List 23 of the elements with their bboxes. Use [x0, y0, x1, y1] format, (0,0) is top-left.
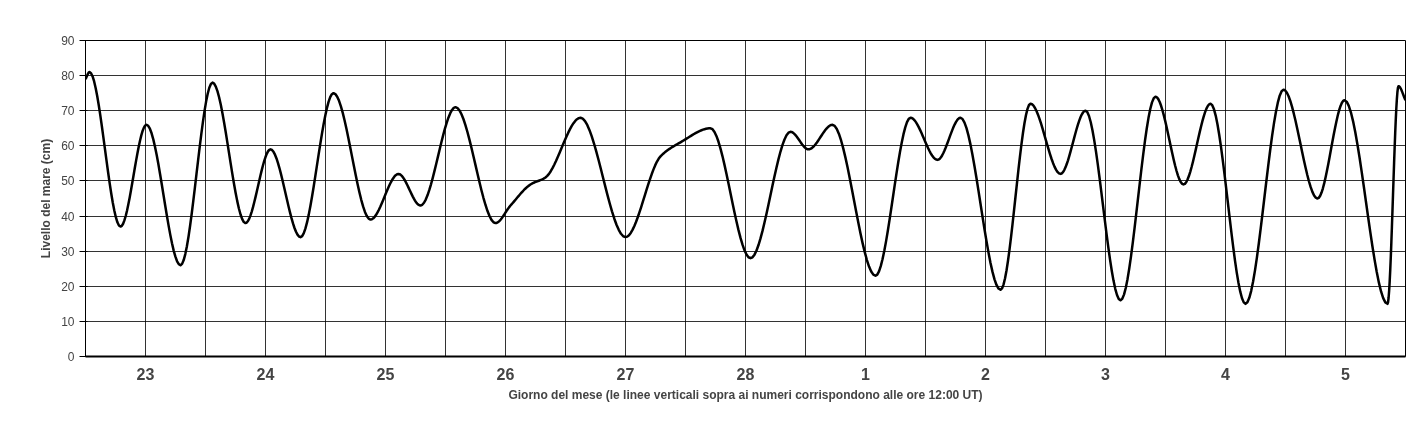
x-tick-label: 5 — [1341, 365, 1351, 383]
y-axis-title: Livello del mare (cm) — [39, 138, 54, 259]
x-tick-label: 3 — [1101, 365, 1111, 383]
x-tick-label: 2 — [981, 365, 991, 383]
x-axis-title: Giorno del mese (le linee verticali sopra ai numeri corrispondono alle ore 12:00 UT) — [508, 387, 983, 402]
y-tick-label: 40 — [61, 209, 75, 224]
x-tick-label: 23 — [136, 365, 155, 383]
y-tick-label: 0 — [67, 350, 75, 364]
x-tick-label: 1 — [861, 365, 871, 383]
y-tick-label: 20 — [61, 279, 75, 294]
y-tick-label: 70 — [61, 104, 75, 119]
x-tick-label: 28 — [736, 365, 755, 383]
x-tick-label: 26 — [496, 365, 515, 383]
y-tick-label: 10 — [61, 314, 75, 329]
y-tick-label: 60 — [61, 139, 75, 154]
x-tick-label: 4 — [1221, 365, 1231, 383]
y-tick-label: 30 — [61, 244, 75, 259]
x-tick-label: 25 — [376, 365, 395, 383]
y-tick-label: 50 — [61, 174, 75, 189]
x-tick-label: 24 — [256, 365, 275, 383]
y-tick-label: 80 — [61, 69, 75, 84]
x-tick-label: 27 — [616, 365, 635, 383]
y-tick-label: 90 — [61, 34, 75, 48]
